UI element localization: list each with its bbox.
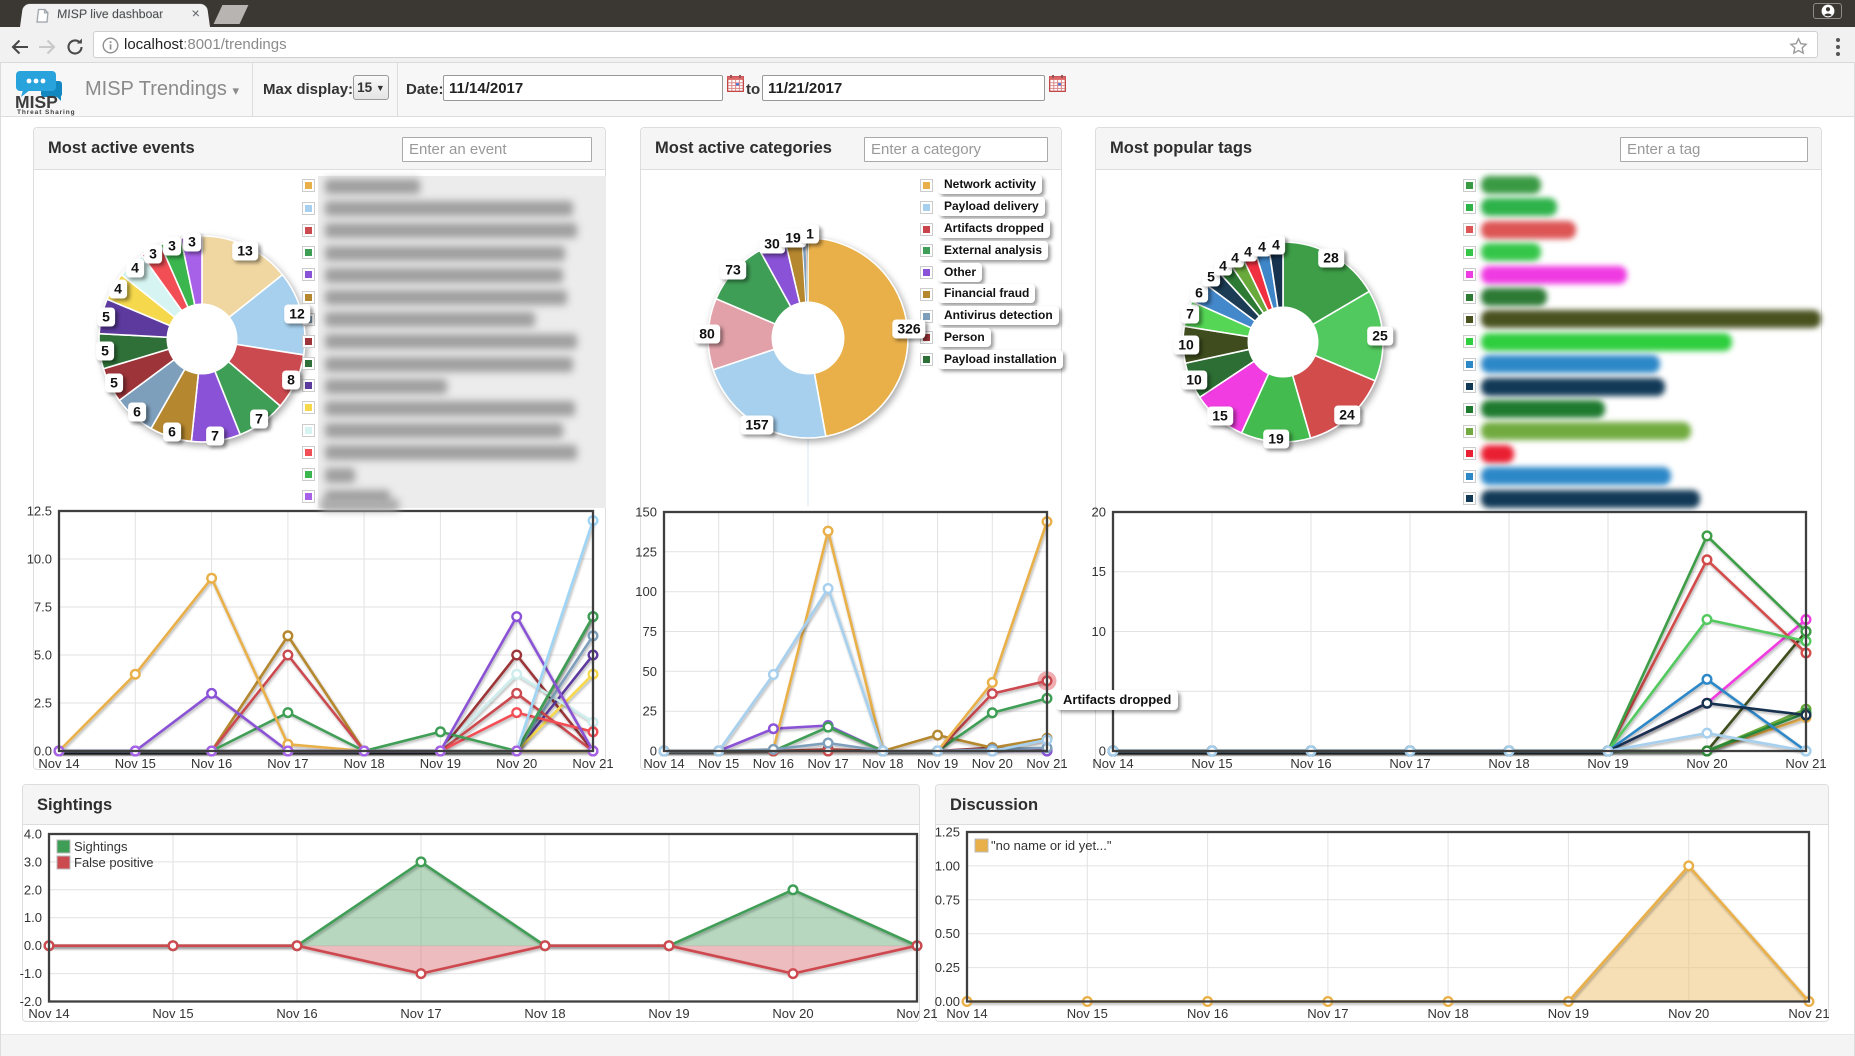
- svg-text:0.00: 0.00: [935, 994, 960, 1009]
- svg-text:Nov 16: Nov 16: [753, 756, 794, 771]
- svg-text:Nov 14: Nov 14: [946, 1006, 987, 1021]
- svg-text:10: 10: [1092, 624, 1106, 639]
- svg-text:0.0: 0.0: [34, 744, 52, 759]
- svg-text:0.25: 0.25: [935, 960, 960, 975]
- svg-text:Nov 19: Nov 19: [648, 1006, 689, 1021]
- svg-text:Nov 19: Nov 19: [1548, 1006, 1589, 1021]
- svg-text:Nov 14: Nov 14: [38, 756, 79, 771]
- svg-text:False positive: False positive: [74, 855, 153, 870]
- svg-text:1.00: 1.00: [935, 858, 960, 873]
- svg-text:75: 75: [643, 624, 657, 639]
- svg-text:2.0: 2.0: [24, 882, 42, 897]
- svg-text:Nov 20: Nov 20: [772, 1006, 813, 1021]
- svg-text:Nov 21: Nov 21: [1788, 1006, 1829, 1021]
- svg-text:150: 150: [635, 505, 657, 520]
- svg-text:Nov 21: Nov 21: [1026, 756, 1067, 771]
- svg-text:Nov 16: Nov 16: [1187, 1006, 1228, 1021]
- svg-text:Nov 15: Nov 15: [115, 756, 156, 771]
- svg-text:Nov 14: Nov 14: [28, 1006, 69, 1021]
- svg-text:12.5: 12.5: [27, 504, 52, 519]
- svg-text:Nov 15: Nov 15: [698, 756, 739, 771]
- svg-text:3.0: 3.0: [24, 854, 42, 869]
- svg-text:15: 15: [1092, 564, 1106, 579]
- svg-text:Nov 18: Nov 18: [862, 756, 903, 771]
- svg-text:50: 50: [643, 664, 657, 679]
- svg-text:Nov 18: Nov 18: [343, 756, 384, 771]
- svg-text:Nov 17: Nov 17: [267, 756, 308, 771]
- svg-text:10.0: 10.0: [27, 552, 52, 567]
- svg-text:Nov 20: Nov 20: [972, 756, 1013, 771]
- svg-text:Nov 17: Nov 17: [807, 756, 848, 771]
- svg-text:Nov 17: Nov 17: [400, 1006, 441, 1021]
- svg-text:4.0: 4.0: [24, 827, 42, 842]
- svg-text:Nov 17: Nov 17: [1389, 756, 1430, 771]
- svg-text:Nov 14: Nov 14: [643, 756, 684, 771]
- svg-text:Nov 15: Nov 15: [152, 1006, 193, 1021]
- svg-text:20: 20: [1092, 505, 1106, 520]
- svg-text:Nov 15: Nov 15: [1191, 756, 1232, 771]
- svg-text:125: 125: [635, 544, 657, 559]
- svg-text:Nov 20: Nov 20: [1668, 1006, 1709, 1021]
- svg-text:7.5: 7.5: [34, 600, 52, 615]
- svg-text:Nov 19: Nov 19: [917, 756, 958, 771]
- svg-text:-1.0: -1.0: [20, 966, 42, 981]
- svg-text:0.50: 0.50: [935, 926, 960, 941]
- svg-text:Nov 19: Nov 19: [420, 756, 461, 771]
- svg-text:Nov 18: Nov 18: [524, 1006, 565, 1021]
- svg-text:-2.0: -2.0: [20, 994, 42, 1009]
- svg-text:Nov 18: Nov 18: [1488, 756, 1529, 771]
- svg-text:Nov 21: Nov 21: [1785, 756, 1826, 771]
- svg-text:Nov 16: Nov 16: [276, 1006, 317, 1021]
- svg-text:Nov 21: Nov 21: [572, 756, 613, 771]
- svg-text:1.25: 1.25: [935, 825, 960, 840]
- svg-text:1.0: 1.0: [24, 910, 42, 925]
- svg-text:5.0: 5.0: [34, 648, 52, 663]
- svg-text:Nov 16: Nov 16: [1290, 756, 1331, 771]
- svg-text:Nov 17: Nov 17: [1307, 1006, 1348, 1021]
- svg-text:Nov 15: Nov 15: [1067, 1006, 1108, 1021]
- svg-text:25: 25: [643, 704, 657, 719]
- svg-text:Nov 21: Nov 21: [896, 1006, 937, 1021]
- svg-text:Nov 18: Nov 18: [1427, 1006, 1468, 1021]
- svg-text:"no name or id yet...": "no name or id yet...": [991, 838, 1112, 853]
- svg-text:Nov 19: Nov 19: [1587, 756, 1628, 771]
- svg-text:100: 100: [635, 584, 657, 599]
- svg-text:Nov 16: Nov 16: [191, 756, 232, 771]
- svg-text:Sightings: Sightings: [74, 839, 128, 854]
- svg-text:0.0: 0.0: [24, 938, 42, 953]
- svg-text:0.75: 0.75: [935, 892, 960, 907]
- svg-text:Nov 20: Nov 20: [496, 756, 537, 771]
- svg-text:Nov 20: Nov 20: [1686, 756, 1727, 771]
- svg-text:2.5: 2.5: [34, 696, 52, 711]
- svg-text:0: 0: [650, 744, 657, 759]
- svg-text:0: 0: [1099, 744, 1106, 759]
- svg-text:MISP: MISP: [15, 92, 58, 111]
- svg-text:Nov 14: Nov 14: [1092, 756, 1133, 771]
